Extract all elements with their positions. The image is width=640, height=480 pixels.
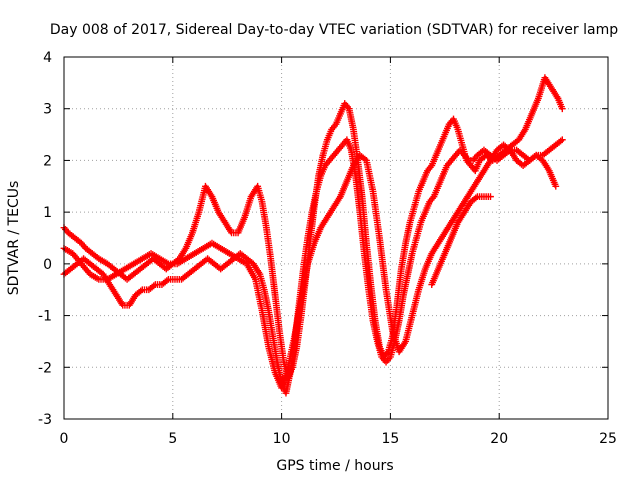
x-tick-label: 25 xyxy=(599,431,617,447)
y-tick-label: 3 xyxy=(43,102,52,118)
x-tick-label: 10 xyxy=(273,431,291,447)
y-tick-label: 4 xyxy=(43,50,52,66)
y-tick-label: 0 xyxy=(43,257,52,273)
x-axis-label: GPS time / hours xyxy=(276,458,393,474)
data-point-s4 xyxy=(487,193,494,201)
y-tick-label: 1 xyxy=(43,205,52,221)
y-tick-label: -1 xyxy=(38,309,52,325)
grid xyxy=(64,57,608,419)
y-tick-label: -2 xyxy=(38,360,52,376)
y-tick-label: 2 xyxy=(43,153,52,169)
chart-title: Day 008 of 2017, Sidereal Day-to-day VTE… xyxy=(50,22,618,38)
y-axis-label: SDTVAR / TECUs xyxy=(6,181,22,296)
data-marks xyxy=(60,74,566,397)
x-tick-label: 5 xyxy=(168,431,177,447)
axes: 0 5 10 15 20 25 -3 -2 -1 0 1 2 3 4 xyxy=(38,50,617,447)
x-tick-label: 20 xyxy=(490,431,508,447)
data-point-s3 xyxy=(552,182,560,190)
x-tick-label: 15 xyxy=(381,431,399,447)
plot-frame xyxy=(63,56,609,420)
y-tick-label: -3 xyxy=(38,412,52,428)
data-point-s2 xyxy=(558,136,566,144)
x-tick-label: 0 xyxy=(60,431,69,447)
data-point-s1 xyxy=(558,105,566,113)
